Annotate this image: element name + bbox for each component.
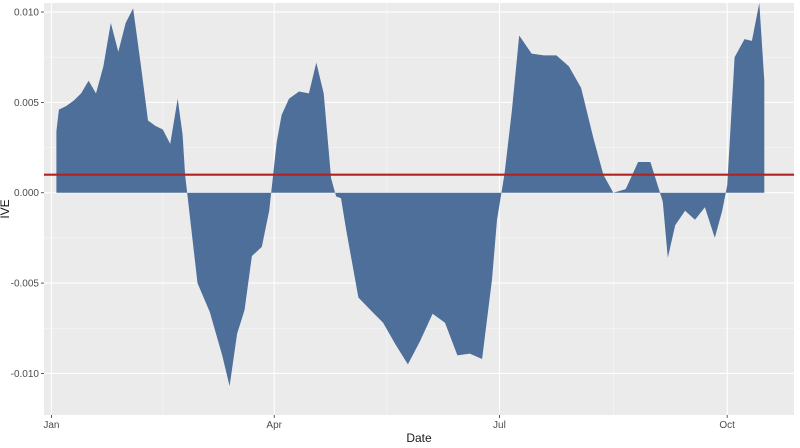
x-axis: Jan Apr Jul Oct xyxy=(43,415,735,431)
y-axis: 0.010 0.005 0.000 -0.005 -0.010 xyxy=(11,8,44,380)
x-axis-title: Date xyxy=(406,431,432,445)
area-series xyxy=(56,3,765,387)
y-tick-label: 0.005 xyxy=(14,98,39,109)
x-tick-label: Oct xyxy=(719,420,735,431)
y-tick-label: 0.000 xyxy=(14,188,39,199)
y-tick-label: -0.010 xyxy=(11,369,40,380)
x-tick-label: Apr xyxy=(266,420,282,431)
y-axis-title: IVE xyxy=(0,199,12,218)
x-tick-label: Jul xyxy=(493,420,506,431)
x-tick-label: Jan xyxy=(43,420,59,431)
area-fill xyxy=(56,3,765,387)
y-tick-label: -0.005 xyxy=(11,279,40,290)
y-tick-label: 0.010 xyxy=(14,8,39,19)
